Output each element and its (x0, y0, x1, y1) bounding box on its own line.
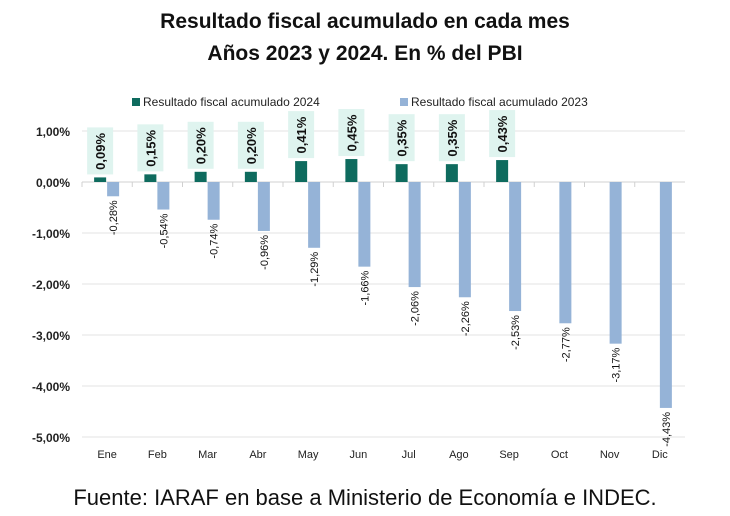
data-label-2024: 0,20% (194, 127, 209, 164)
data-label-box (489, 110, 516, 158)
data-label-2024: 0,35% (445, 119, 460, 156)
bar-2024 (345, 159, 358, 182)
x-tick-label: Dic (652, 449, 668, 461)
data-label-2024: 0,20% (244, 127, 259, 164)
bar-2024 (395, 164, 408, 182)
y-tick-label: 1,00% (36, 125, 70, 139)
legend-label: Resultado fiscal acumulado 2023 (411, 95, 588, 109)
bar-2023 (308, 182, 321, 248)
data-label-2023: -0,74% (209, 224, 221, 259)
bar-2023 (257, 182, 270, 231)
data-label-2023: -2,26% (460, 301, 472, 336)
bar-2023 (458, 182, 471, 298)
bar-2023 (559, 182, 572, 324)
y-tick-label: -1,00% (32, 227, 70, 241)
data-label-2023: -3,17% (611, 347, 623, 382)
bar-2024 (445, 164, 458, 182)
bar-2023 (157, 182, 170, 210)
legend-label: Resultado fiscal acumulado 2024 (143, 95, 320, 109)
x-tick-label: Jun (350, 449, 368, 461)
x-tick-label: Feb (148, 449, 167, 461)
x-tick-label: Ene (97, 449, 117, 461)
data-label-2024: 0,09% (93, 133, 108, 170)
y-tick-label: -4,00% (32, 380, 70, 394)
source-note: Fuente: IARAF en base a Ministerio de Ec… (73, 485, 657, 510)
data-label-2023: -4,43% (661, 412, 673, 447)
legend-swatch (132, 98, 140, 106)
data-label-box (187, 121, 214, 169)
y-tick-label: 0,00% (36, 176, 70, 190)
data-label-2024: 0,15% (143, 129, 158, 166)
data-label-box (338, 109, 365, 157)
data-label-box (438, 114, 465, 162)
y-tick-label: -2,00% (32, 278, 70, 292)
data-label-2023: -2,06% (410, 291, 422, 326)
bar-2024 (144, 174, 157, 182)
data-label-2024: 0,45% (344, 114, 359, 151)
bar-2024 (194, 171, 207, 182)
data-label-2023: -0,28% (108, 200, 120, 235)
bar-2023 (408, 182, 421, 288)
x-tick-label: Nov (600, 449, 620, 461)
chart-subtitle: Años 2023 y 2024. En % del PBI (207, 42, 523, 65)
data-label-box (288, 111, 315, 159)
data-label-box (87, 127, 114, 175)
data-label-2024: 0,43% (495, 115, 510, 152)
x-tick-label: Abr (249, 449, 266, 461)
data-label-2023: -1,66% (359, 270, 371, 305)
y-tick-label: -5,00% (32, 431, 70, 445)
bar-2023 (207, 182, 220, 220)
x-tick-label: Oct (551, 449, 568, 461)
x-tick-label: Ago (449, 449, 469, 461)
data-label-2024: 0,41% (294, 116, 309, 153)
bar-2024 (295, 161, 308, 182)
data-label-2023: -2,77% (560, 327, 572, 362)
bar-2023 (358, 182, 371, 267)
data-label-2023: -2,53% (510, 315, 522, 350)
data-label-2023: -1,29% (309, 252, 321, 287)
data-label-box (237, 121, 264, 169)
bar-2024 (496, 160, 509, 182)
legend-swatch (400, 98, 408, 106)
data-label-box (137, 124, 164, 172)
bar-2023 (509, 182, 522, 312)
bar-2023 (107, 182, 120, 197)
data-label-box (388, 114, 415, 162)
bar-2023 (609, 182, 622, 344)
bar-2024 (94, 177, 107, 182)
data-label-2023: -0,96% (259, 235, 271, 270)
chart-title: Resultado fiscal acumulado en cada mes (160, 10, 570, 33)
data-label-2023: -0,54% (158, 213, 170, 248)
x-tick-label: Jul (402, 449, 416, 461)
x-tick-label: Mar (198, 449, 217, 461)
bar-2024 (244, 171, 257, 182)
y-tick-label: -3,00% (32, 329, 70, 343)
data-label-2024: 0,35% (395, 119, 410, 156)
x-tick-label: Sep (499, 449, 519, 461)
x-tick-label: May (298, 449, 319, 461)
bar-2023 (659, 182, 672, 408)
